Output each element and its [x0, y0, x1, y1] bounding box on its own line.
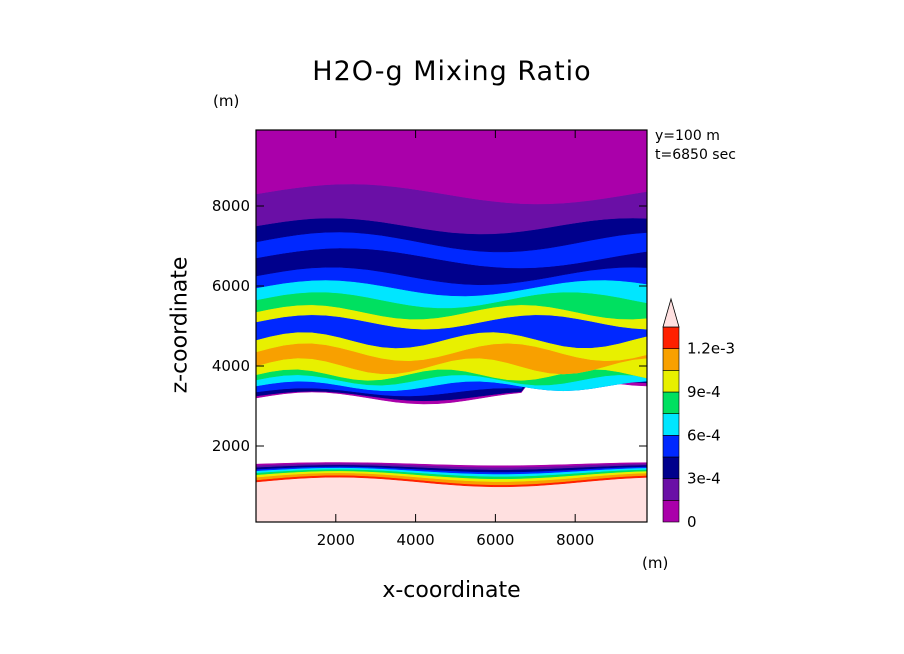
colorbar-segment [662, 348, 680, 371]
colorbar-label: 6e-4 [687, 426, 721, 444]
colorbar-label: 9e-4 [687, 383, 721, 401]
y-tick-label: 8000 [212, 197, 250, 215]
x-tick-label: 8000 [556, 531, 594, 549]
colorbar-segment [662, 478, 680, 501]
axis-ticks: 2000 4000 6000 8000 2000 4000 6000 8000 [212, 130, 647, 549]
annotation-y-position: y=100 m [655, 128, 720, 144]
colorbar-segment [662, 413, 680, 436]
y-axis-unit: (m) [213, 92, 240, 110]
plot-area [256, 130, 647, 522]
colorbar-label: 0 [687, 513, 697, 531]
colorbar-extension [662, 297, 680, 328]
chart-title: H2O-g Mixing Ratio [312, 56, 592, 87]
colorbar-segment [662, 370, 680, 393]
colorbar-label: 3e-4 [687, 470, 721, 488]
colorbar-segment [662, 456, 680, 479]
colorbar-segment [662, 500, 680, 523]
y-tick-label: 4000 [212, 357, 250, 375]
y-tick-label: 6000 [212, 277, 250, 295]
y-tick-label: 2000 [212, 437, 250, 455]
colorbar-label: 1.2e-3 [687, 340, 735, 358]
annotation-time: t=6850 sec [655, 147, 736, 163]
x-axis-label: x-coordinate [382, 578, 521, 603]
colorbar-segment [662, 435, 680, 458]
x-tick-label: 6000 [476, 531, 514, 549]
plot-frame [255, 129, 648, 523]
contour-band-28 [256, 130, 647, 205]
colorbar: 0 3e-4 6e-4 9e-4 1.2e-3 [662, 297, 735, 531]
colorbar-segment [662, 326, 680, 349]
colorbar-segment [662, 391, 680, 414]
x-tick-label: 2000 [317, 531, 355, 549]
x-axis-unit: (m) [642, 554, 669, 572]
x-tick-label: 4000 [396, 531, 434, 549]
